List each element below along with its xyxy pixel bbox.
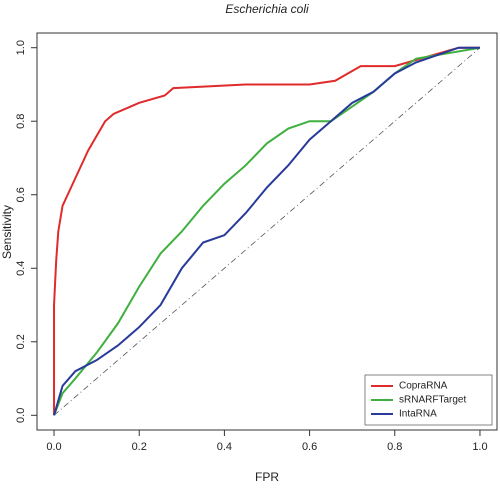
y-axis-label: Sensitivity xyxy=(0,205,14,259)
x-tick-label: 0.6 xyxy=(302,441,317,453)
chart-title: Escherichia coli xyxy=(225,2,309,16)
y-tick-label: 0.0 xyxy=(15,408,27,423)
x-tick-label: 0.4 xyxy=(217,441,232,453)
legend-label: IntaRNA xyxy=(399,409,437,420)
y-tick-label: 0.6 xyxy=(15,187,27,202)
x-tick-label: 1.0 xyxy=(472,441,487,453)
x-tick-label: 0.2 xyxy=(132,441,147,453)
x-tick-label: 0.0 xyxy=(46,441,61,453)
x-tick-label: 0.8 xyxy=(387,441,402,453)
legend-label: sRNARFTarget xyxy=(399,395,466,406)
reference-diagonal xyxy=(53,47,481,416)
x-axis-label: FPR xyxy=(255,470,279,484)
roc-line xyxy=(53,46,480,416)
plot-frame xyxy=(36,32,498,431)
y-tick-label: 0.4 xyxy=(15,261,27,276)
y-tick-label: 0.2 xyxy=(15,334,27,349)
legend-label: CopraRNA xyxy=(399,381,448,392)
roc-line xyxy=(53,46,480,416)
y-tick-label: 0.8 xyxy=(15,114,27,129)
y-tick-label: 1.0 xyxy=(15,40,27,55)
